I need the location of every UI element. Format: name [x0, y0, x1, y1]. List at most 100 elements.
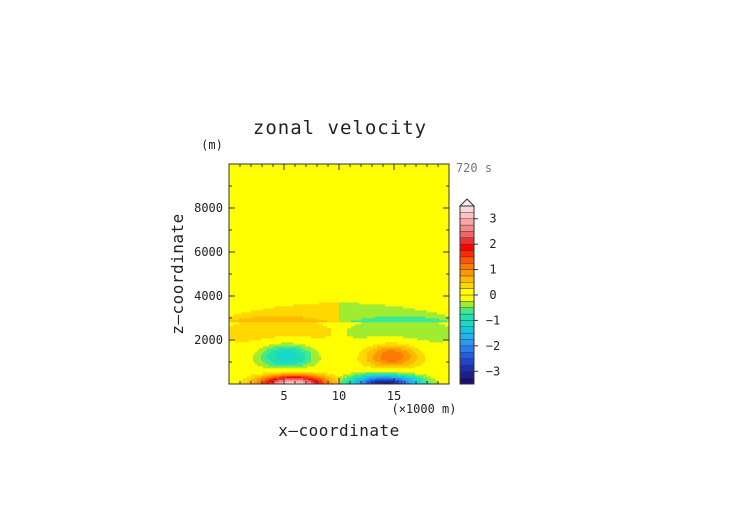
field-cell: [251, 166, 254, 169]
field-cell: [237, 344, 240, 347]
field-cell: [251, 348, 254, 351]
field-cell: [311, 174, 314, 177]
field-cell: [251, 266, 254, 269]
field-cell: [257, 170, 260, 173]
field-cell: [293, 370, 296, 373]
field-cell: [299, 244, 302, 247]
field-cell: [303, 374, 306, 377]
field-cell: [273, 226, 276, 229]
field-cell: [253, 198, 256, 201]
field-cell: [265, 204, 268, 207]
field-cell: [281, 184, 284, 187]
field-cell: [293, 284, 296, 287]
field-cell: [313, 336, 316, 339]
field-cell: [319, 298, 322, 301]
field-cell: [251, 214, 254, 217]
field-cell: [313, 332, 316, 335]
field-cell: [243, 218, 246, 221]
field-cell: [239, 234, 242, 237]
field-cell: [309, 254, 312, 257]
field-cell: [237, 348, 240, 351]
field-cell: [275, 248, 278, 251]
field-cell: [253, 234, 256, 237]
field-cell: [261, 254, 264, 257]
field-cell: [263, 168, 266, 171]
field-cell: [237, 342, 240, 345]
field-cell: [275, 288, 278, 291]
field-cell: [253, 180, 256, 183]
field-cell: [297, 224, 300, 227]
field-cell: [247, 324, 250, 327]
field-cell: [287, 208, 290, 211]
field-cell: [251, 212, 254, 215]
field-cell: [301, 318, 304, 321]
field-cell: [309, 240, 312, 243]
field-cell: [233, 338, 236, 341]
field-cell: [269, 360, 272, 363]
field-cell: [279, 166, 282, 169]
field-cell: [229, 234, 232, 237]
field-cell: [275, 260, 278, 263]
field-cell: [295, 318, 298, 321]
field-cell: [265, 214, 268, 217]
field-cell: [253, 354, 256, 357]
field-cell: [285, 212, 288, 215]
field-cell: [269, 282, 272, 285]
field-cell: [235, 254, 238, 257]
field-cell: [315, 352, 318, 355]
field-cell: [263, 306, 266, 309]
field-cell: [283, 370, 286, 373]
field-cell: [233, 364, 236, 367]
field-cell: [283, 366, 286, 369]
field-cell: [291, 310, 294, 313]
field-cell: [247, 338, 250, 341]
field-cell: [249, 336, 252, 339]
field-cell: [229, 308, 232, 311]
field-cell: [303, 346, 306, 349]
field-cell: [229, 250, 232, 253]
field-cell: [247, 282, 250, 285]
field-cell: [309, 258, 312, 261]
field-cell: [271, 166, 274, 169]
field-cell: [235, 206, 238, 209]
field-cell: [299, 178, 302, 181]
field-cell: [245, 332, 248, 335]
field-cell: [261, 258, 264, 261]
field-cell: [283, 330, 286, 333]
field-cell: [299, 290, 302, 293]
field-cell: [275, 218, 278, 221]
field-cell: [271, 302, 274, 305]
field-cell: [263, 250, 266, 253]
field-cell: [289, 264, 292, 267]
field-cell: [267, 306, 270, 309]
field-cell: [313, 220, 316, 223]
field-cell: [235, 164, 238, 167]
field-cell: [283, 312, 286, 315]
field-cell: [317, 304, 320, 307]
field-cell: [267, 260, 270, 263]
field-cell: [259, 354, 262, 357]
field-cell: [231, 312, 234, 315]
field-cell: [259, 192, 262, 195]
field-cell: [281, 246, 284, 249]
field-cell: [297, 318, 300, 321]
field-cell: [263, 300, 266, 303]
field-cell: [259, 276, 262, 279]
field-cell: [241, 366, 244, 369]
field-cell: [231, 240, 234, 243]
field-cell: [255, 314, 258, 317]
field-cell: [247, 234, 250, 237]
field-cell: [273, 262, 276, 265]
field-cell: [271, 292, 274, 295]
field-cell: [311, 168, 314, 171]
field-cell: [281, 256, 284, 259]
field-cell: [281, 332, 284, 335]
field-cell: [313, 348, 316, 351]
field-cell: [293, 188, 296, 191]
field-cell: [231, 270, 234, 273]
field-cell: [263, 322, 266, 325]
field-cell: [307, 326, 310, 329]
field-cell: [299, 382, 302, 385]
field-cell: [245, 292, 248, 295]
field-cell: [235, 276, 238, 279]
